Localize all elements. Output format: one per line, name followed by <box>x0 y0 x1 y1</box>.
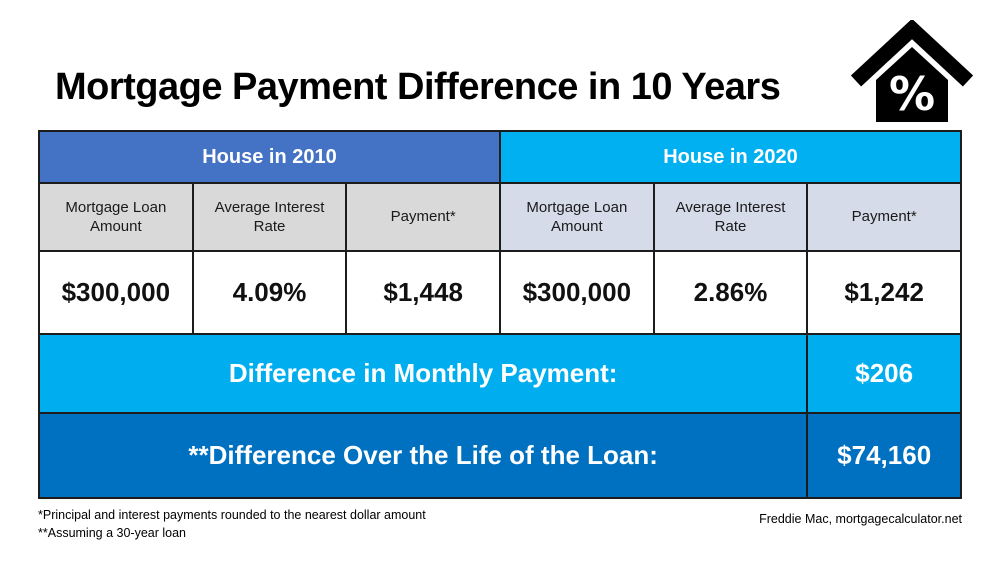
value-rate-2010: 4.09% <box>193 252 346 333</box>
col-header-loan-2010: Mortgage Loan Amount <box>40 184 192 250</box>
page-title: Mortgage Payment Difference in 10 Years <box>55 66 781 108</box>
life-difference-label: **Difference Over the Life of the Loan: <box>40 414 807 497</box>
mortgage-comparison-table: House in 2010 House in 2020 Mortgage Loa… <box>38 130 962 499</box>
col-header-payment-2020: Payment* <box>808 184 960 250</box>
house-percent-svg: % <box>850 18 974 122</box>
group-header-2020: House in 2020 <box>501 132 960 182</box>
life-difference-value: $74,160 <box>808 414 960 497</box>
value-loan-2010: $300,000 <box>40 252 192 333</box>
value-payment-2020: $1,242 <box>808 252 960 333</box>
footnote-principal: *Principal and interest payments rounded… <box>38 508 426 522</box>
monthly-difference-value: $206 <box>808 335 960 412</box>
source-attribution: Freddie Mac, mortgagecalculator.net <box>759 512 962 526</box>
col-header-rate-2020: Average Interest Rate <box>654 184 807 250</box>
value-payment-2010: $1,448 <box>347 252 499 333</box>
col-header-payment-2010: Payment* <box>347 184 499 250</box>
monthly-difference-label: Difference in Monthly Payment: <box>40 335 807 412</box>
col-header-rate-2010: Average Interest Rate <box>193 184 346 250</box>
house-percent-icon: % <box>850 18 974 124</box>
value-rate-2020: 2.86% <box>654 252 807 333</box>
value-loan-2020: $300,000 <box>501 252 653 333</box>
percent-glyph: % <box>889 67 935 121</box>
group-header-2010: House in 2010 <box>40 132 499 182</box>
footnotes: *Principal and interest payments rounded… <box>38 506 426 542</box>
col-header-loan-2020: Mortgage Loan Amount <box>501 184 653 250</box>
footnote-30-year: **Assuming a 30-year loan <box>38 526 186 541</box>
